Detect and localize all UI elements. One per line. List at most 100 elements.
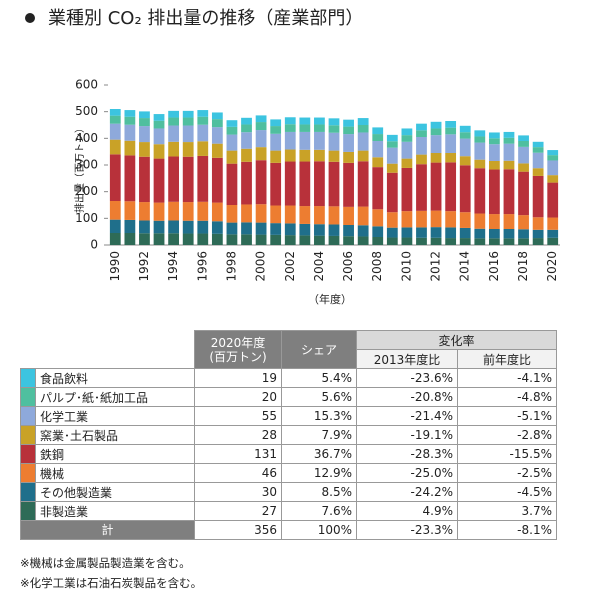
bar-segment: [182, 156, 194, 203]
x-tick-label: 1992: [137, 251, 151, 282]
bar-segment: [386, 212, 398, 228]
table-cell: 19: [194, 368, 282, 388]
data-table: 2020年度 (百万トン) シェア 変化率 2013年度比 前年度比 食品飲料 19…: [20, 330, 557, 540]
header-text: (百万トン): [209, 349, 267, 364]
bar-segment: [255, 222, 267, 235]
bar-segment: [211, 119, 223, 128]
bar-segment: [459, 238, 471, 245]
bar-segment: [488, 132, 500, 139]
table-cell: 27: [194, 501, 282, 521]
table-row: 食品飲料 19 5.4% -23.6% -4.1%: [20, 368, 557, 388]
bar-segment: [109, 109, 121, 116]
legend-swatch: [20, 387, 36, 407]
bar-segment: [547, 160, 559, 176]
bar-segment: [139, 233, 150, 245]
bar-segment: [109, 115, 121, 124]
bar-segment: [299, 206, 311, 224]
bar-segment: [430, 128, 442, 136]
table-cell: -24.2%: [356, 482, 458, 502]
bar-segment: [357, 125, 369, 133]
bar-segment: [109, 201, 121, 220]
bar-segment: [357, 225, 369, 237]
bar-segment: [401, 135, 413, 142]
x-tick-label: 2014: [458, 251, 472, 282]
legend-swatch: [20, 463, 36, 483]
x-tick-label: 2002: [283, 251, 297, 282]
bar-segment: [182, 125, 194, 143]
bar-segment: [430, 162, 442, 211]
bar-segment: [532, 175, 544, 218]
bar-segment: [430, 121, 442, 129]
table-cell: 356: [194, 520, 282, 540]
x-tick-label: 2006: [341, 251, 355, 282]
bar-segment: [124, 201, 136, 220]
bar-segment: [518, 146, 529, 164]
y-tick-label: 600: [75, 78, 98, 92]
bar-segment: [372, 127, 384, 135]
header-value: 2020年度 (百万トン): [194, 330, 282, 369]
bar-segment: [182, 142, 194, 157]
chart: 業種別 CO₂ 排出量の推移（産業部門） 排出量（百万トン） （年度） 0 100…: [25, 8, 560, 306]
bar-segment: [386, 237, 398, 245]
bar-segment: [197, 141, 209, 156]
total-row: 計 356 100% -23.3% -8.1%: [20, 520, 557, 540]
bar-segment: [168, 233, 180, 245]
bar-segment: [284, 117, 296, 125]
bar-segment: [139, 220, 150, 234]
bar-segment: [124, 155, 136, 202]
bar-segment: [139, 142, 150, 157]
bar-segment: [430, 227, 442, 238]
row-name: その他製造業: [35, 482, 195, 502]
bar-segment: [416, 137, 427, 155]
bar-segment: [459, 125, 471, 133]
bar-segment: [314, 149, 325, 162]
blank-cell: [21, 331, 195, 369]
bar-segment: [299, 235, 311, 245]
bar-segment: [124, 219, 136, 233]
legend-swatch: [20, 501, 36, 521]
table-row: 鉄鋼 131 36.7% -28.3% -15.5%: [20, 444, 557, 464]
table-cell: -4.5%: [457, 482, 557, 502]
bar-segment: [547, 182, 559, 218]
table-row: 非製造業 27 7.6% 4.9% 3.7%: [20, 501, 557, 521]
table-cell: 5.4%: [281, 368, 357, 388]
row-name: 鉄鋼: [35, 444, 195, 464]
bar-segment: [518, 163, 529, 172]
bar-segment: [445, 121, 457, 128]
bar-segment: [284, 131, 296, 150]
bar-segment: [328, 161, 340, 207]
x-axis-label: （年度）: [308, 292, 352, 306]
x-tick-label: 2010: [399, 251, 413, 282]
bar-segment: [401, 211, 413, 228]
bar-segment: [124, 233, 136, 245]
bar-segment: [401, 128, 413, 136]
bar-segment: [241, 132, 252, 149]
x-tick-label: 1996: [195, 251, 209, 282]
bar-segment: [328, 125, 340, 133]
bar-segment: [153, 158, 165, 203]
bar-segment: [211, 221, 223, 234]
bar-segment: [284, 124, 296, 132]
bar-segment: [518, 171, 529, 216]
table-cell: -2.8%: [457, 425, 557, 445]
bar-segment: [488, 161, 500, 170]
bar-segment: [241, 124, 252, 133]
bar-segment: [343, 134, 354, 152]
bullet: [25, 13, 35, 23]
bar-segment: [211, 157, 223, 203]
bar-segment: [503, 131, 515, 138]
bar-segment: [168, 125, 180, 142]
bar-segment: [153, 114, 165, 121]
bar-segment: [226, 150, 238, 164]
bar-segment: [255, 147, 267, 161]
bar-segment: [474, 130, 486, 137]
table-cell: -28.3%: [356, 444, 458, 464]
table-cell: -20.8%: [356, 387, 458, 407]
legend-swatch: [20, 482, 36, 502]
bar-segment: [328, 118, 340, 126]
table-cell: -23.6%: [356, 368, 458, 388]
bar-segment: [314, 117, 325, 125]
bar-segment: [372, 237, 384, 245]
bar-segment: [416, 227, 427, 238]
bar-segment: [401, 141, 413, 159]
